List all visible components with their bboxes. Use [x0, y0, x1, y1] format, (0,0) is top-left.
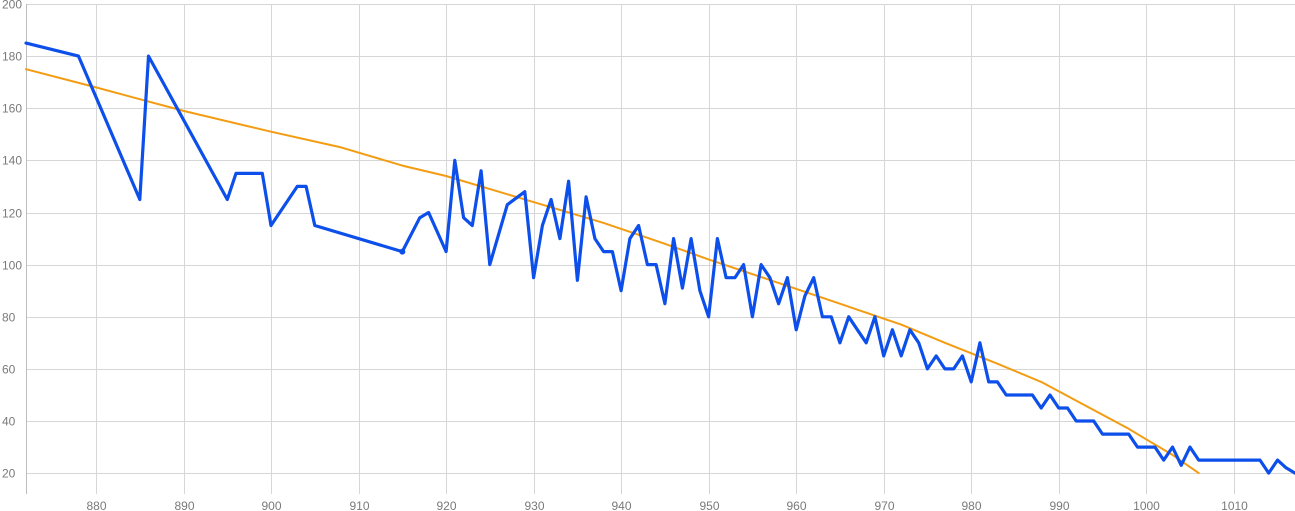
data-point-marker [399, 248, 406, 255]
x-tick-label: 970 [874, 499, 894, 511]
x-tick-label: 990 [1049, 499, 1069, 511]
y-tick-label: 60 [2, 363, 16, 377]
y-tick-label: 20 [2, 467, 16, 481]
y-tick-label: 200 [2, 0, 22, 12]
y-tick-label: 40 [2, 415, 16, 429]
x-tick-label: 1010 [1221, 499, 1248, 511]
y-tick-label: 120 [2, 207, 22, 221]
y-tick-label: 100 [2, 259, 22, 273]
x-tick-label: 880 [86, 499, 106, 511]
x-tick-label: 920 [436, 499, 456, 511]
y-tick-label: 80 [2, 311, 16, 325]
x-tick-label: 1000 [1133, 499, 1160, 511]
tick-label-layer: 20 40 60 80 100 120 140 160 180 200 880 890 900 910 92… [2, 0, 1248, 511]
y-tick-label: 160 [2, 102, 22, 116]
x-tick-label: 950 [699, 499, 719, 511]
series-layer [24, 41, 1295, 475]
x-tick-label: 890 [174, 499, 194, 511]
x-tick-label: 940 [611, 499, 631, 511]
y-tick-label: 180 [2, 50, 22, 64]
x-tick-label: 900 [261, 499, 281, 511]
series-line-blue [24, 41, 1295, 475]
x-tick-label: 980 [961, 499, 981, 511]
series-line-orange [25, 68, 1200, 475]
x-tick-label: 930 [524, 499, 544, 511]
x-tick-label: 910 [349, 499, 369, 511]
y-tick-label: 140 [2, 154, 22, 168]
grid-layer [26, 4, 1295, 494]
x-tick-label: 960 [786, 499, 806, 511]
